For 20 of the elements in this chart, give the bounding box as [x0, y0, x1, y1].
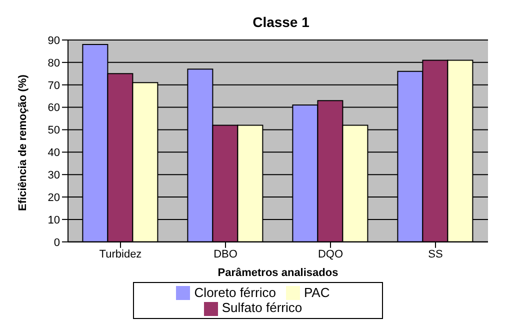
x-axis-title: Parâmetros analisados [218, 266, 338, 279]
y-tick-label: 50 [48, 124, 60, 137]
x-tick-label: SS [428, 248, 443, 261]
legend-label: Sulfato férrico [222, 300, 302, 316]
y-tick-label: 20 [48, 192, 60, 204]
y-tick-label: 30 [48, 169, 60, 182]
y-tick-label: 80 [48, 57, 60, 70]
y-tick-label: 10 [48, 214, 60, 226]
x-tick-label: Turbidez [99, 248, 142, 261]
y-axis-title: Eficiência de remoção (%) [16, 74, 29, 211]
y-tick-label: 60 [48, 102, 60, 114]
x-tick-label: DBO [214, 248, 238, 261]
y-tick-label: 90 [48, 34, 60, 47]
chart-title: Classe 1 [252, 13, 310, 30]
legend-label: Cloreto férrico [194, 284, 276, 300]
x-tick-label: DQO [318, 248, 344, 261]
y-tick-label: 70 [48, 80, 60, 92]
legend-label: PAC [304, 284, 330, 300]
y-tick-label: 0 [54, 236, 60, 249]
y-tick-label: 40 [48, 147, 60, 160]
